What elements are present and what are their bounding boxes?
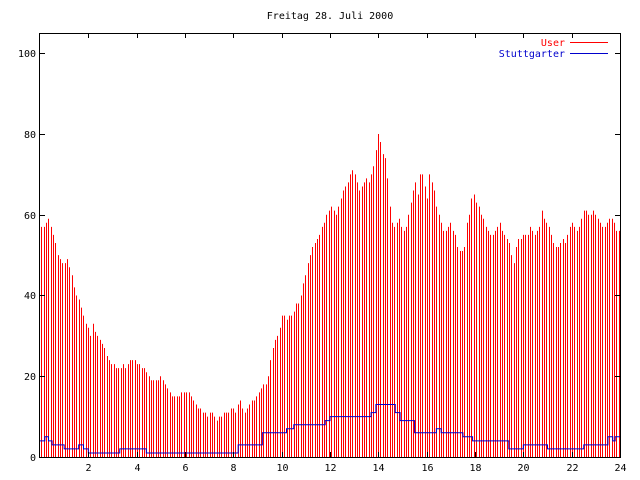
axis-ticks xyxy=(40,33,621,458)
x-tick-label: 16 xyxy=(421,463,433,474)
x-tick-label: 14 xyxy=(372,463,384,474)
y-tick-label: 60 xyxy=(24,211,36,222)
x-tick-label: 24 xyxy=(614,463,626,474)
legend-label-user: User xyxy=(541,38,565,49)
x-tick-label: 20 xyxy=(517,463,529,474)
x-tick-label: 8 xyxy=(230,463,236,474)
x-tick-label: 2 xyxy=(85,463,91,474)
legend: User Stuttgarter xyxy=(499,38,608,60)
x-tick-label: 10 xyxy=(276,463,288,474)
y-tick-label: 0 xyxy=(30,453,36,464)
y-tick-label: 80 xyxy=(24,130,36,141)
legend-label-stuttgarter: Stuttgarter xyxy=(499,49,565,60)
chart-title: Freitag 28. Juli 2000 xyxy=(267,11,393,22)
x-tick-label: 6 xyxy=(182,463,188,474)
x-axis-tick-labels: 2 4 6 8 10 12 14 16 18 20 22 24 xyxy=(85,463,626,474)
stuttgarter-line xyxy=(40,404,620,454)
x-tick-label: 18 xyxy=(469,463,481,474)
y-tick-label: 100 xyxy=(18,49,36,60)
x-tick-label: 22 xyxy=(566,463,578,474)
y-tick-label: 40 xyxy=(24,291,36,302)
y-tick-label: 20 xyxy=(24,372,36,383)
y-axis-tick-labels: 0 20 40 60 80 100 xyxy=(18,49,36,464)
x-tick-label: 4 xyxy=(134,463,140,474)
plot-area xyxy=(40,133,620,457)
x-tick-label: 12 xyxy=(324,463,336,474)
